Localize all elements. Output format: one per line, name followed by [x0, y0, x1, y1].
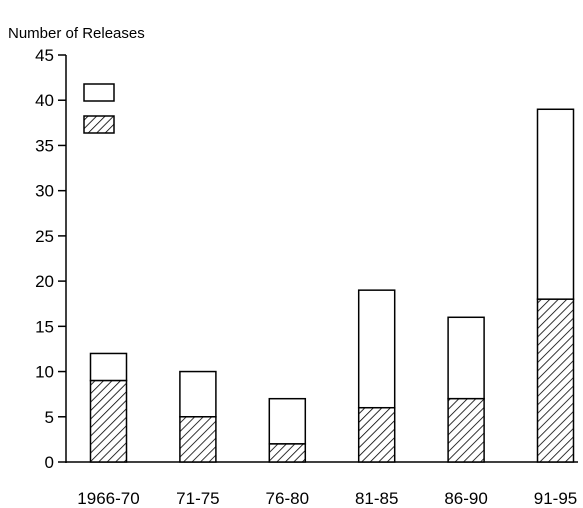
- bar-hatched-segment: [268, 443, 307, 463]
- bar-open-segment: [89, 352, 128, 382]
- y-tick-label: 5: [45, 408, 54, 427]
- legend-swatch-hatched: [83, 115, 115, 134]
- y-axis-label: Number of Releases: [8, 25, 145, 42]
- x-tick-label: 91-95: [534, 489, 577, 508]
- bar-open-segment: [447, 316, 485, 400]
- x-tick-labels: 1966-70 71-75 76-80 81-85 86-90 91-95: [77, 489, 577, 508]
- y-tick-label: 0: [45, 453, 54, 472]
- x-tick-label: 76-80: [266, 489, 309, 508]
- bar-open-segment: [268, 397, 307, 445]
- y-tick-label: 20: [35, 272, 54, 291]
- bar-hatched-segment: [447, 397, 485, 463]
- y-ticks: 0 5 10 15 20 25 30 35 40 45: [35, 46, 66, 472]
- axes: [65, 55, 578, 463]
- y-tick-label: 40: [35, 91, 54, 110]
- bar-open-segment: [179, 370, 217, 418]
- y-tick-label: 15: [35, 317, 54, 336]
- legend-swatch-open: [83, 83, 115, 102]
- bar-open-segment: [357, 289, 396, 409]
- bar-hatched-segment: [89, 379, 128, 463]
- bar-hatched-segment: [357, 406, 396, 463]
- y-tick-label: 35: [35, 136, 54, 155]
- bar-hatched-segment: [179, 416, 217, 463]
- bar-hatched-segment: [536, 298, 575, 463]
- x-tick-label: 71-75: [176, 489, 219, 508]
- y-tick-label: 25: [35, 227, 54, 246]
- y-tick-label: 45: [35, 46, 54, 65]
- x-tick-label: 1966-70: [77, 489, 139, 508]
- y-tick-label: 10: [35, 363, 54, 382]
- legend: [83, 83, 115, 134]
- x-tick-label: 86-90: [444, 489, 487, 508]
- x-tick-label: 81-85: [355, 489, 398, 508]
- y-tick-label: 30: [35, 182, 54, 201]
- bar-open-segment: [536, 108, 575, 300]
- bars: [89, 108, 575, 463]
